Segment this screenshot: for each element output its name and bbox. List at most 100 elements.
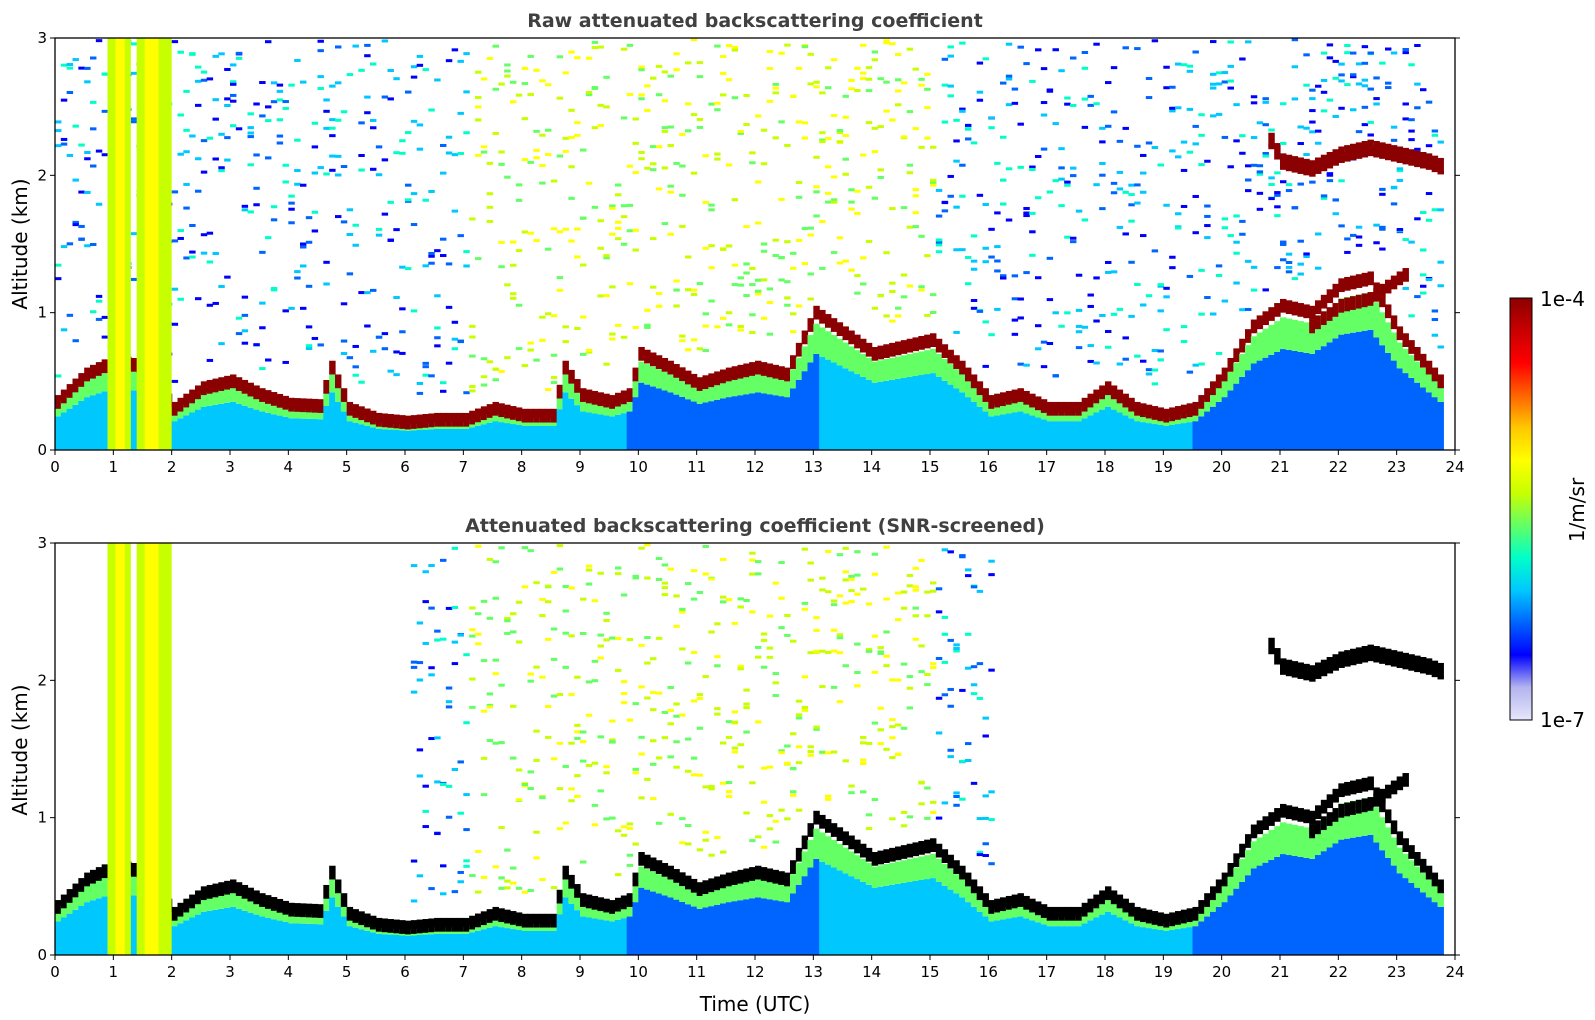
heatmap-noise-cell [78,66,85,70]
heatmap-noise-cell [930,800,937,804]
heatmap-noise-cell [1105,81,1112,85]
heatmap-bl-cell [434,933,441,955]
heatmap-noise-cell [375,173,383,177]
heatmap-bl-cell [130,895,138,955]
heatmap-bl-cell [661,371,669,391]
heatmap-noise-cell [1379,61,1386,65]
heatmap-noise-cell [696,61,704,65]
heatmap-noise-cell [445,135,453,139]
heatmap-bl-cell [1425,897,1433,955]
heatmap-bl-cell [731,901,739,955]
heatmap-noise-cell [766,614,774,618]
heatmap-noise-cell [1023,271,1030,275]
heatmap-noise-cell [1105,329,1112,333]
heatmap-noise-cell [615,668,622,672]
heatmap-bl-cell [772,395,779,450]
heatmap-noise-cell [830,200,838,204]
heatmap-noise-cell [568,787,575,791]
heatmap-noise-cell [445,151,453,155]
heatmap-cloud-cell [1408,654,1415,671]
heatmap-bl-top-cell [189,389,196,404]
heatmap-bl-cell [486,414,494,423]
heatmap-noise-cell [241,313,249,317]
heatmap-bl-cell [749,393,756,450]
heatmap-bl-top-cell [772,364,779,379]
heatmap-noise-cell [620,116,628,120]
heatmap-noise-cell [422,198,429,202]
heatmap-noise-cell [539,614,546,618]
heatmap-bl-cell [702,402,709,450]
heatmap-noise-cell [976,309,984,313]
heatmap-bl-cell [737,395,744,450]
heatmap-bl-top-cell [545,408,552,423]
heatmap-bl-cell [422,429,429,450]
heatmap-noise-cell [644,661,651,665]
heatmap-bl-top-cell [253,890,260,905]
heatmap-noise-cell [935,188,943,192]
heatmap-bl-top-cell [480,406,488,421]
heatmap-noise-cell [585,582,593,586]
heatmap-noise-cell [720,741,727,745]
heatmap-bl-cell [790,893,797,955]
heatmap-noise-cell [317,39,324,43]
heatmap-noise-cell [1256,164,1264,168]
heatmap-noise-cell [533,830,540,834]
heatmap-bl-cell [323,405,330,450]
heatmap-bl-top-cell [416,414,424,429]
heatmap-bl-cell [1338,803,1345,840]
heatmap-bl-cell [515,930,523,955]
heatmap-residual-cell [1373,287,1380,302]
heatmap-bl-cell [562,392,569,450]
heatmap-bl-cell [1105,898,1112,912]
heatmap-noise-cell [1390,125,1398,129]
heatmap-noise-cell [480,793,488,797]
heatmap-bl-top-cell [865,847,873,862]
heatmap-bl-cell [230,386,237,402]
heatmap-noise-cell [690,288,698,292]
heatmap-bl-cell [428,934,435,955]
heatmap-noise-cell [778,256,785,260]
heatmap-bl-cell [609,910,616,922]
heatmap-bl-cell [1145,928,1153,955]
heatmap-noise-cell [708,630,715,634]
heatmap-bl-cell [1285,350,1293,450]
heatmap-noise-cell [475,642,482,646]
heatmap-noise-cell [580,730,587,734]
heatmap-noise-cell [953,794,960,798]
heatmap-bl-cell [1040,419,1048,450]
heatmap-noise-cell [842,259,849,263]
heatmap-bl-top-cell [743,363,750,378]
heatmap-noise-cell [1274,193,1281,197]
heatmap-noise-cell [638,796,645,800]
heatmap-noise-cell [1379,247,1386,251]
heatmap-noise-cell [1285,189,1293,193]
heatmap-cloud-cell [1332,654,1339,671]
heatmap-noise-cell [1122,232,1129,236]
heatmap-noise-cell [428,254,435,258]
heatmap-noise-cell [574,255,581,259]
heatmap-noise-cell [597,735,604,739]
heatmap-noise-cell [935,250,943,254]
heatmap-noise-cell [819,138,826,142]
heatmap-noise-cell [1338,62,1345,66]
heatmap-noise-cell [988,116,995,120]
heatmap-bl-cell [1046,926,1054,955]
heatmap-bl-cell [235,403,243,450]
heatmap-bl-cell [591,906,599,919]
heatmap-noise-cell [825,650,832,654]
heatmap-cloud-cell [1303,663,1310,681]
heatmap-bl-cell [731,884,739,902]
heatmap-noise-cell [276,134,284,138]
heatmap-noise-cell [784,240,791,244]
heatmap-noise-cell [708,787,715,791]
heatmap-noise-cell [556,276,564,280]
heatmap-noise-cell [632,574,639,578]
heatmap-noise-cell [527,679,534,683]
heatmap-noise-cell [836,651,844,655]
heatmap-bl-cell [795,357,803,380]
heatmap-noise-cell [527,54,534,58]
heatmap-noise-cell [1355,82,1363,86]
heatmap-noise-cell [970,141,978,145]
heatmap-bl-cell [1390,332,1398,361]
heatmap-noise-cell [504,175,511,179]
